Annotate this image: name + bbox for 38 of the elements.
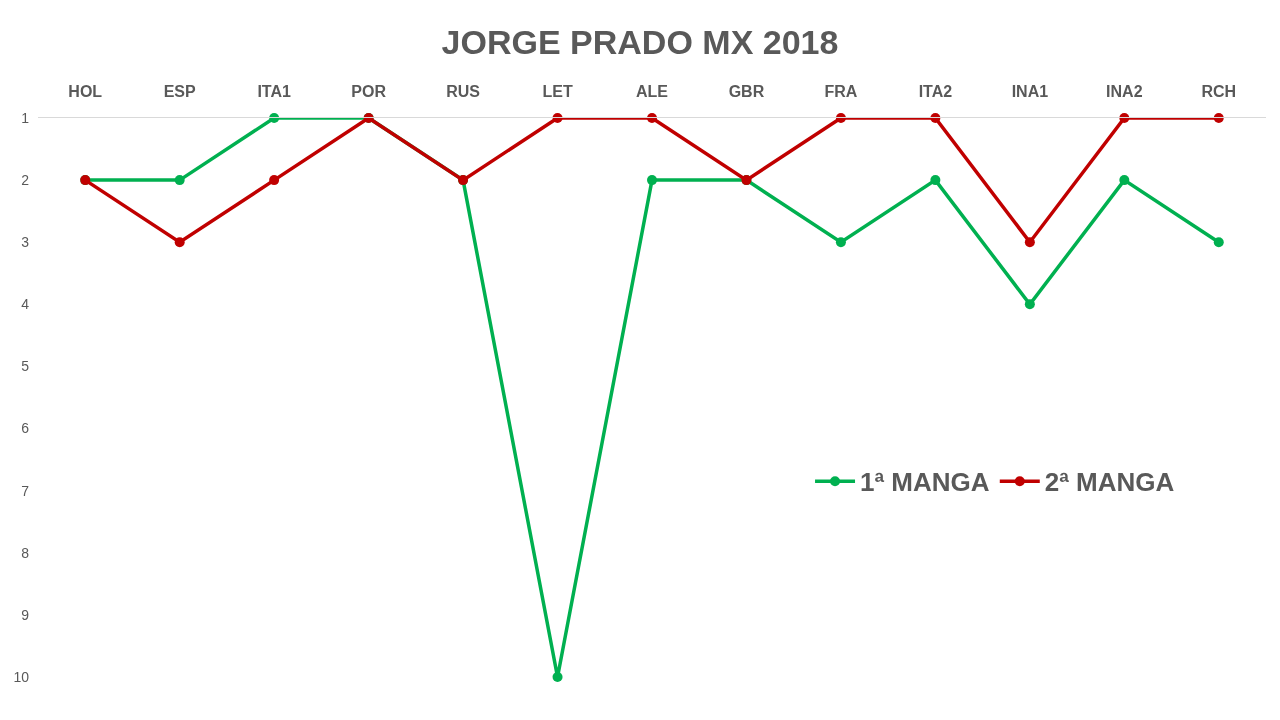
x-tick-label: RUS (446, 82, 481, 100)
chart-title: JORGE PRADO MX 2018 (441, 22, 839, 61)
point (647, 113, 657, 123)
y-tick-label: 10 (13, 668, 30, 685)
point (1024, 299, 1035, 310)
legend-label: 2ª MANGA (1044, 467, 1175, 498)
y-tick-label: 5 (21, 358, 30, 375)
point (835, 237, 846, 248)
y-tick-label: 7 (21, 482, 30, 499)
point (269, 175, 280, 186)
point (930, 175, 941, 186)
x-tick-label: ALE (636, 82, 669, 100)
point (1024, 237, 1035, 248)
y-tick-label: 3 (21, 234, 30, 251)
legend-label: 1ª MANGA (860, 467, 990, 498)
y-tick-label: 8 (21, 544, 30, 561)
point (174, 175, 185, 186)
x-tick-label: HOL (68, 82, 103, 100)
y-tick-label: 6 (21, 420, 30, 437)
x-tick-label: ESP (163, 82, 197, 100)
point (1119, 175, 1130, 186)
point (647, 175, 657, 186)
x-tick-label: RCH (1201, 82, 1237, 100)
point (552, 672, 563, 682)
x-tick-label: FRA (824, 82, 858, 100)
x-tick-label: LET (542, 82, 573, 100)
point (1213, 237, 1224, 248)
y-tick-label: 4 (21, 296, 30, 313)
y-tick-label: 9 (21, 606, 30, 623)
x-tick-label: ITA1 (257, 82, 291, 100)
x-tick-label: INA1 (1011, 82, 1049, 100)
point (174, 237, 185, 248)
y-tick-label: 1 (21, 109, 30, 126)
x-tick-label: ITA2 (918, 82, 953, 100)
x-tick-label: INA2 (1106, 82, 1143, 100)
y-tick-label: 2 (21, 172, 30, 189)
x-tick-label: POR (351, 82, 387, 100)
x-tick-label: GBR (728, 82, 765, 100)
